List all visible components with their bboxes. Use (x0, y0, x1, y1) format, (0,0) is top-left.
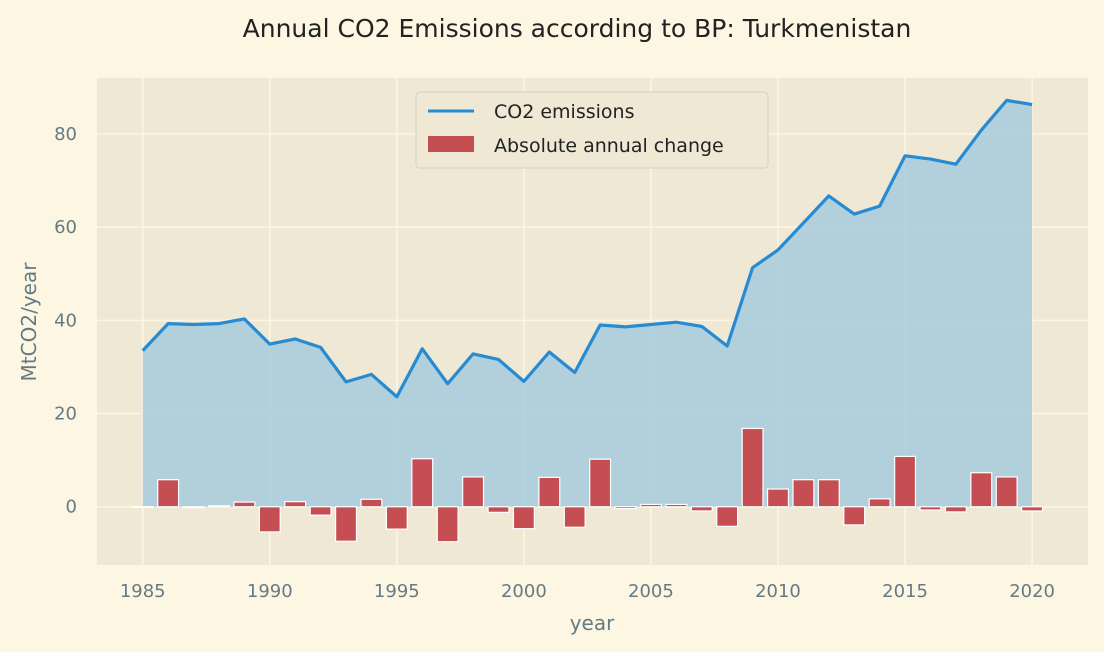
change-bar (563, 506, 586, 528)
emissions-area (142, 100, 1033, 507)
change-bar (817, 479, 840, 508)
x-tick-label: 1990 (247, 581, 293, 602)
change-bar (639, 503, 662, 508)
legend-label-change: Absolute annual change (494, 135, 724, 157)
change-bar (309, 506, 332, 516)
legend: CO2 emissions Absolute annual change (415, 91, 769, 169)
change-bar (258, 506, 281, 533)
change-bar (1021, 506, 1044, 512)
legend-label-co2: CO2 emissions (494, 101, 634, 123)
change-bar (766, 488, 790, 508)
change-bar (207, 505, 230, 508)
change-bar (131, 506, 154, 508)
change-bar (665, 503, 688, 508)
change-bar (919, 506, 942, 511)
change-bar (411, 458, 434, 508)
change-bar (512, 506, 535, 530)
x-tick-label: 2015 (882, 581, 928, 602)
emissions-line (141, 98, 1033, 399)
legend-box (415, 91, 769, 169)
x-tick-label: 2000 (501, 581, 547, 602)
change-bar (741, 427, 764, 508)
change-bar (233, 501, 256, 508)
change-bar (538, 476, 561, 508)
change-bar (385, 506, 408, 530)
y-tick-label: 40 (54, 310, 77, 331)
x-tick-labels: 1985 1990 1995 2000 2005 2010 2015 2020 (120, 581, 1055, 602)
change-bar (157, 479, 180, 508)
change-bar (335, 506, 358, 542)
change-bar (614, 506, 637, 510)
y-axis-label: MtCO2/year (17, 262, 41, 382)
change-bar (690, 506, 713, 512)
x-tick-label: 1995 (374, 581, 420, 602)
change-bar (792, 479, 815, 508)
x-axis-label: year (570, 611, 615, 635)
change-bar (284, 501, 307, 508)
change-bar (360, 498, 383, 508)
change-bar (970, 472, 993, 508)
change-bar (589, 458, 612, 508)
change-bar (995, 476, 1018, 508)
chart-title: Annual CO2 Emissions according to BP: Tu… (243, 14, 912, 43)
x-tick-label: 2020 (1009, 581, 1055, 602)
change-bar (894, 455, 917, 508)
change-bar (944, 506, 967, 513)
change-bar (843, 506, 866, 526)
bars (131, 427, 1044, 543)
legend-bar-swatch (428, 136, 474, 152)
y-tick-label: 60 (54, 217, 77, 238)
line-layer (141, 98, 1033, 399)
change-bar (462, 476, 485, 508)
y-tick-labels: 0 20 40 60 80 (54, 124, 77, 518)
change-bar (868, 498, 891, 508)
change-bar (436, 506, 459, 543)
change-bar (487, 506, 510, 513)
y-tick-label: 0 (66, 497, 77, 518)
change-bar (716, 506, 739, 527)
area-layer (142, 100, 1033, 507)
y-tick-label: 80 (54, 124, 77, 145)
x-tick-label: 2005 (628, 581, 674, 602)
y-tick-label: 20 (54, 404, 77, 425)
x-tick-label: 2010 (755, 581, 801, 602)
x-tick-label: 1985 (120, 581, 166, 602)
change-bar (182, 506, 205, 509)
